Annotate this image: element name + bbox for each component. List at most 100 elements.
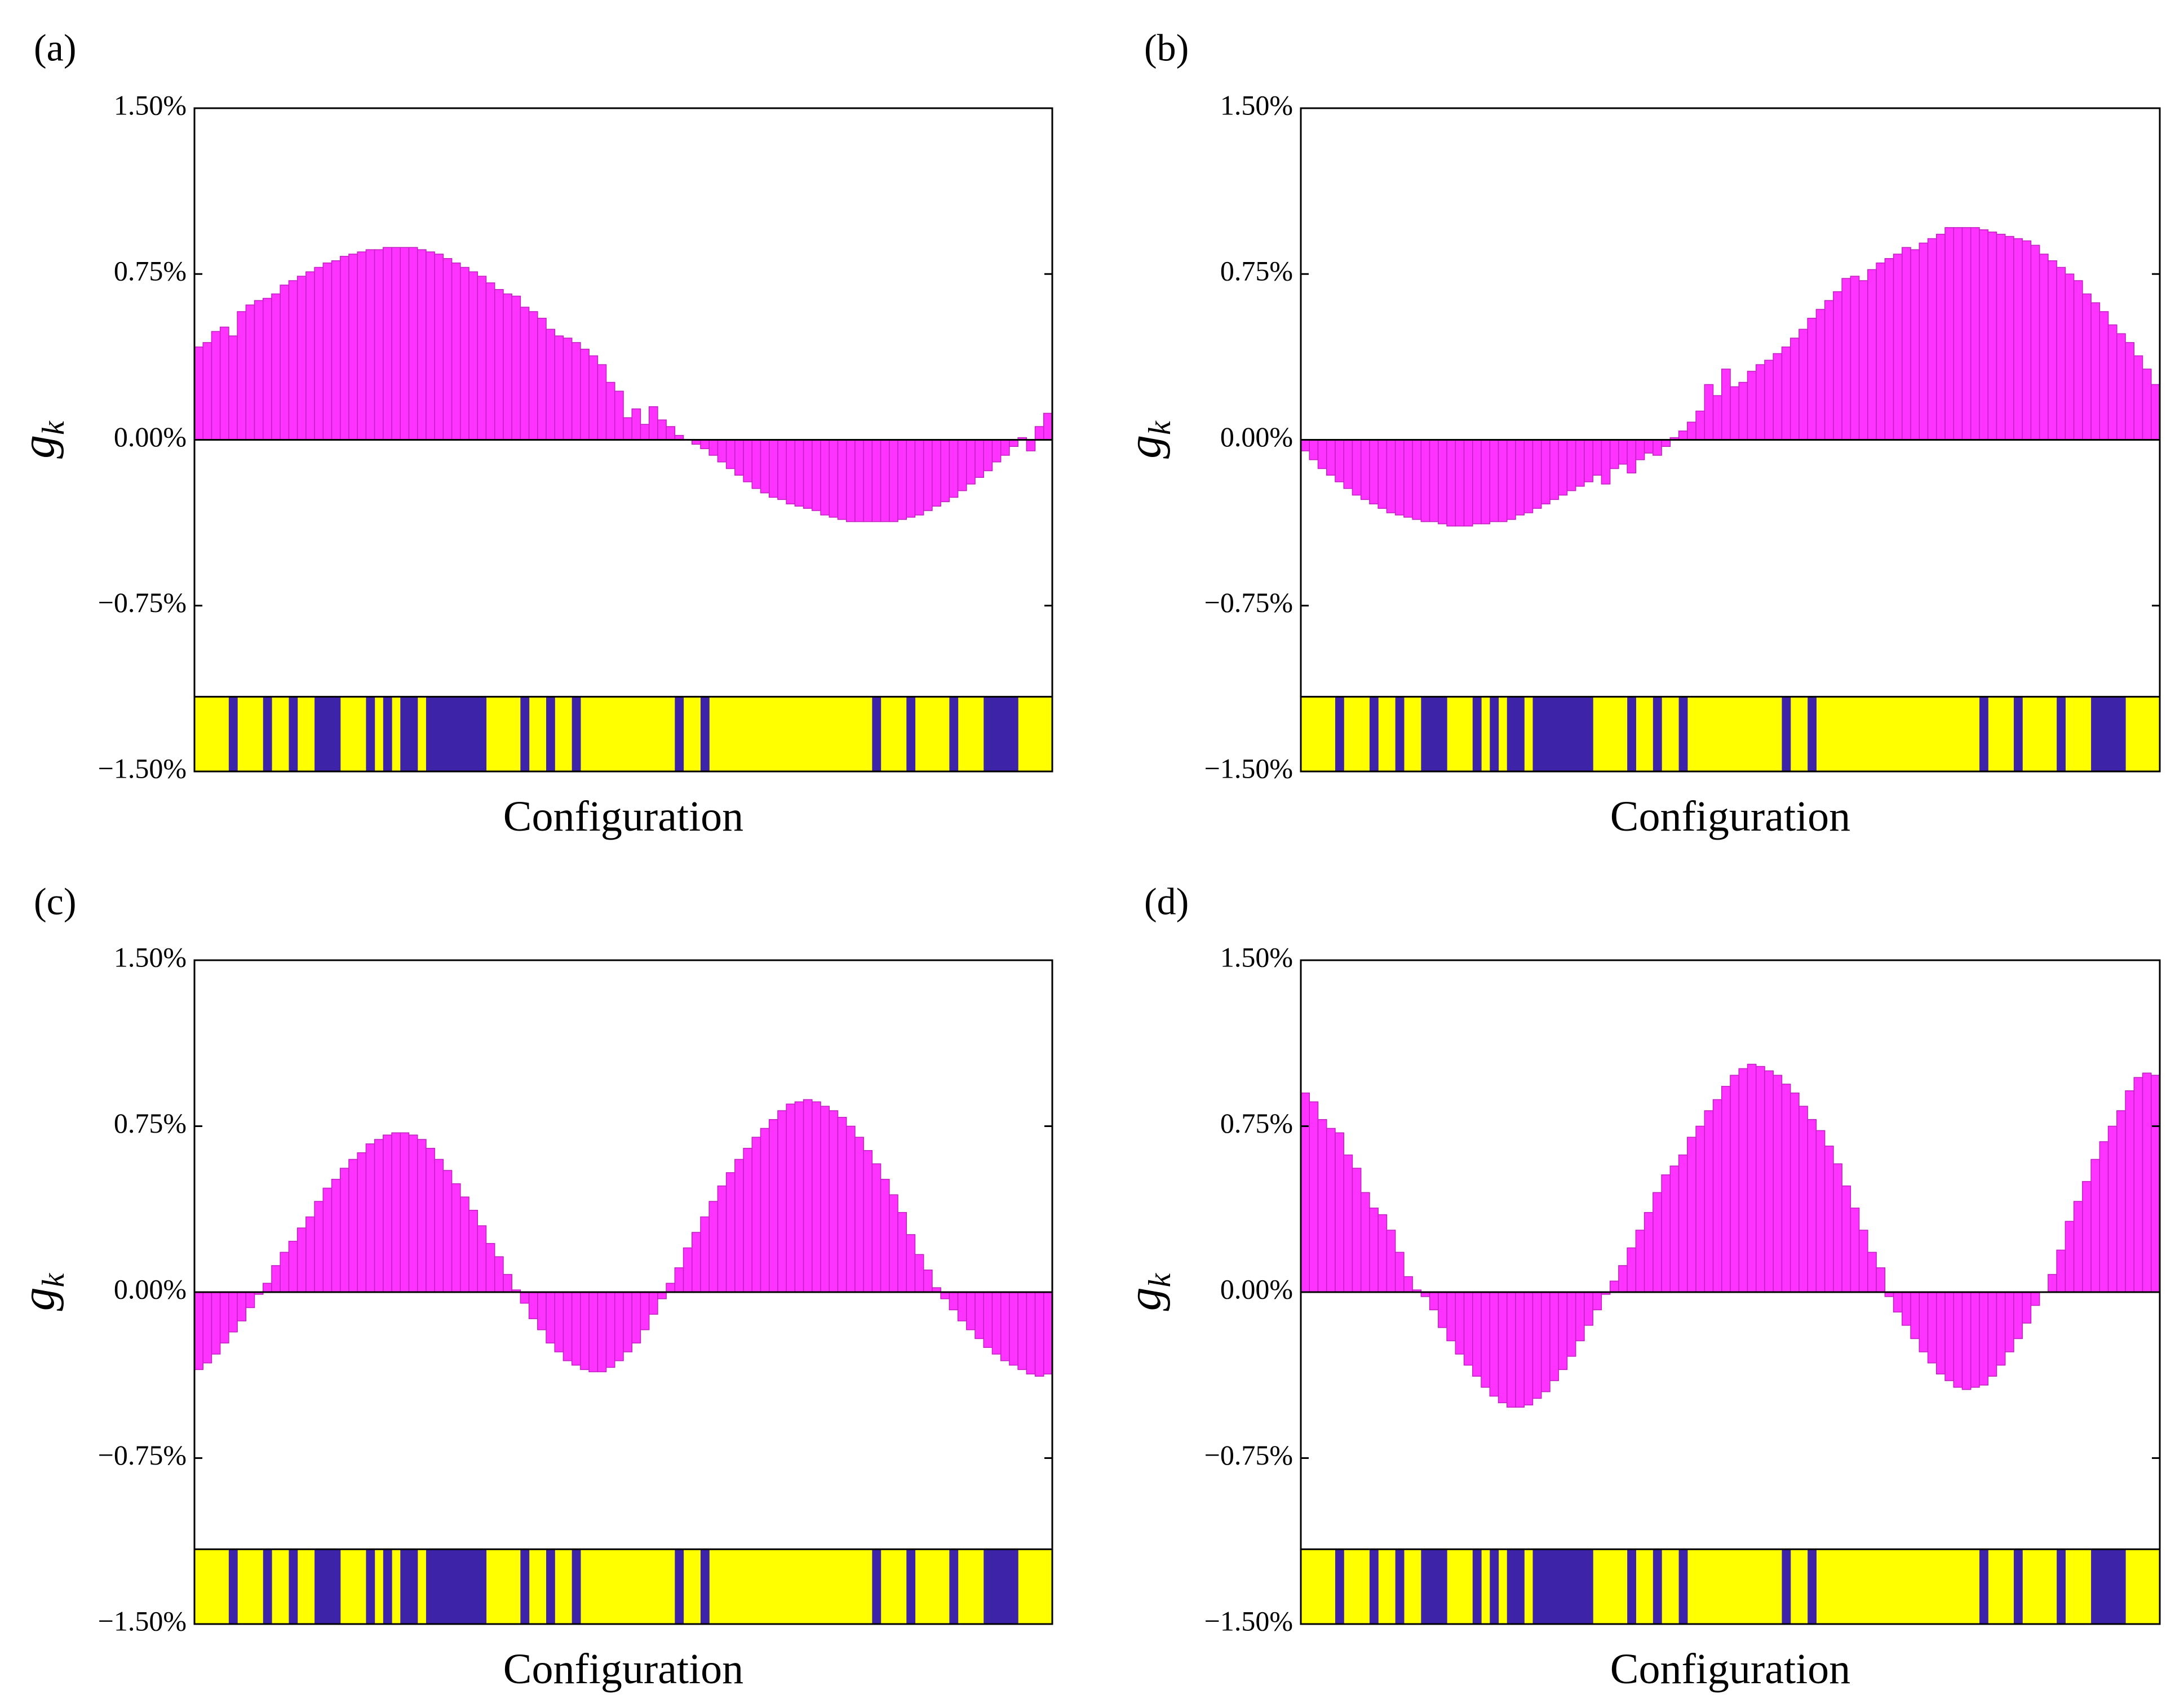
y-tick-label: 1.50% bbox=[114, 941, 187, 973]
bar bbox=[271, 293, 281, 441]
bar bbox=[1489, 1292, 1499, 1397]
bar bbox=[1661, 439, 1671, 447]
bar bbox=[1764, 1070, 1774, 1293]
y-tick-label: 0.00% bbox=[1220, 1273, 1293, 1305]
bar bbox=[1773, 353, 1783, 441]
bar bbox=[1841, 278, 1851, 441]
configuration-site-blue bbox=[906, 1549, 916, 1624]
configuration-site-blue bbox=[1627, 1549, 1636, 1624]
y-tick-label: 0.75% bbox=[114, 1107, 187, 1139]
bar bbox=[1919, 1292, 1929, 1352]
bar bbox=[1566, 439, 1576, 491]
bar bbox=[2142, 369, 2152, 441]
y-axis-label-subscript: k bbox=[36, 1272, 71, 1287]
bar bbox=[820, 439, 830, 516]
bar bbox=[528, 1292, 538, 1319]
bar bbox=[1540, 439, 1551, 505]
configuration-site-blue bbox=[1532, 696, 1542, 771]
bar bbox=[1927, 1292, 1937, 1364]
bar bbox=[1902, 1292, 1911, 1326]
configuration-site-blue bbox=[1549, 1549, 1559, 1624]
bar bbox=[1438, 1292, 1447, 1328]
configuration-site-blue bbox=[383, 696, 392, 771]
bar bbox=[1919, 242, 1929, 441]
bar bbox=[2107, 1125, 2118, 1293]
configuration-site-blue bbox=[1678, 1549, 1688, 1624]
bar bbox=[1927, 238, 1937, 441]
bar bbox=[1515, 1292, 1525, 1408]
bar bbox=[760, 439, 770, 494]
bar bbox=[477, 1225, 487, 1293]
bar bbox=[280, 1252, 290, 1293]
chart-panel-c: (c) −1.50% −0.75% 0.00% 0.75% 1.50% Configurat… bbox=[12, 880, 1053, 1693]
configuration-site-blue bbox=[2013, 696, 2023, 771]
bar bbox=[725, 1172, 736, 1293]
bar bbox=[1009, 439, 1018, 447]
bar bbox=[614, 1292, 624, 1361]
x-axis-label: Configuration bbox=[1610, 1645, 1850, 1693]
bar bbox=[357, 1152, 367, 1293]
configuration-site-blue bbox=[1979, 1549, 1988, 1624]
bar bbox=[237, 311, 247, 441]
y-tick-label: −0.75% bbox=[98, 587, 187, 618]
bar bbox=[889, 1194, 898, 1293]
bar bbox=[2013, 238, 2023, 441]
configuration-site-blue bbox=[366, 696, 375, 771]
configuration-site-blue bbox=[400, 1549, 410, 1624]
bar bbox=[1386, 439, 1396, 513]
bar bbox=[339, 256, 349, 441]
bar bbox=[1317, 439, 1327, 469]
configuration-site-blue bbox=[435, 696, 444, 771]
bar bbox=[605, 1292, 615, 1368]
y-axis-label-main: g bbox=[1118, 1287, 1171, 1311]
bar bbox=[408, 1134, 418, 1293]
bar bbox=[708, 439, 719, 456]
y-axis-label: gk bbox=[12, 1272, 71, 1311]
bar bbox=[348, 254, 358, 441]
bar bbox=[1386, 1230, 1396, 1293]
configuration-site-blue bbox=[477, 696, 487, 771]
configuration-site-blue bbox=[289, 1549, 298, 1624]
bar bbox=[1721, 1086, 1731, 1293]
bar bbox=[1000, 1292, 1010, 1361]
configuration-site-blue bbox=[1472, 696, 1482, 771]
configuration-site-blue bbox=[451, 1549, 461, 1624]
bar bbox=[2107, 324, 2118, 441]
bar bbox=[657, 419, 667, 441]
y-tick-label: −1.50% bbox=[1204, 1605, 1293, 1636]
bar bbox=[1609, 439, 1619, 469]
bar bbox=[1429, 439, 1439, 522]
bar bbox=[1584, 439, 1593, 482]
configuration-site-blue bbox=[331, 696, 341, 771]
bar bbox=[906, 1234, 916, 1293]
bar bbox=[1815, 309, 1826, 441]
bar bbox=[1558, 439, 1568, 496]
bar bbox=[751, 439, 761, 489]
bar bbox=[588, 355, 599, 441]
bar bbox=[2048, 260, 2057, 441]
configuration-site-blue bbox=[1567, 696, 1576, 771]
bar bbox=[237, 1292, 247, 1321]
bar bbox=[339, 1168, 349, 1293]
bar bbox=[1807, 1119, 1817, 1293]
bar bbox=[897, 439, 907, 520]
configuration-site-blue bbox=[992, 696, 1002, 771]
bar bbox=[1335, 439, 1344, 482]
bar bbox=[889, 439, 898, 522]
configuration-site-blue bbox=[992, 1549, 1002, 1624]
bar bbox=[640, 424, 650, 441]
bar bbox=[717, 1185, 727, 1293]
bar bbox=[331, 260, 341, 441]
bar bbox=[2022, 1292, 2032, 1324]
bar bbox=[1575, 439, 1585, 487]
configuration-site-blue bbox=[1584, 696, 1593, 771]
bar bbox=[940, 1292, 950, 1299]
bar bbox=[314, 1201, 324, 1293]
y-axis-label: gk bbox=[1118, 1272, 1177, 1311]
bar bbox=[1352, 439, 1362, 496]
bar bbox=[580, 1292, 590, 1370]
bar bbox=[1789, 1092, 1800, 1293]
configuration-site-blue bbox=[1490, 1549, 1499, 1624]
bar bbox=[460, 267, 469, 441]
configuration-site-blue bbox=[1541, 696, 1551, 771]
